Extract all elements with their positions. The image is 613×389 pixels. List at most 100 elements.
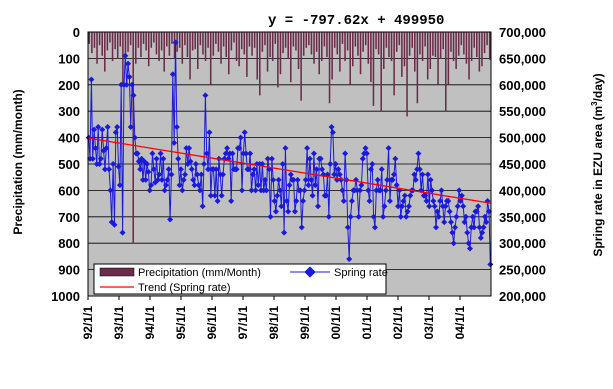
spring-rate-point <box>339 187 346 194</box>
precipitation-bar <box>240 32 243 50</box>
precipitation-bar <box>259 32 261 96</box>
precipitation-bar <box>333 32 336 48</box>
spring-rate-point <box>283 197 290 204</box>
right-axis-label-main: Spring rate in EZU area (m <box>591 106 605 257</box>
right-tick-label: 500,000 <box>499 131 546 146</box>
right-tick-label: 250,000 <box>499 263 546 278</box>
precipitation-bar <box>235 32 238 62</box>
precipitation-bar <box>101 32 103 56</box>
spring-rate-point <box>331 171 338 178</box>
precipitation-bar <box>468 32 470 80</box>
spring-rate-point <box>483 219 490 226</box>
spring-rate-point <box>161 187 168 194</box>
spring-rate-point <box>110 161 117 167</box>
precipitation-bar <box>163 32 165 72</box>
spring-rate-point <box>367 166 374 173</box>
spring-rate-point <box>172 39 179 46</box>
spring-rate-point <box>461 219 468 226</box>
spring-rate-point <box>305 182 312 189</box>
spring-rate-point <box>441 219 448 226</box>
plot-frame <box>87 31 492 297</box>
spring-rate-point <box>122 52 129 59</box>
spring-rate-point <box>107 187 114 194</box>
spring-rate-markers <box>85 39 494 268</box>
spring-rate-point <box>171 139 178 146</box>
left-axis-ticks: 0 100 200 300 400 500 600 700 800 900 1000 <box>51 25 80 304</box>
precipitation-bar <box>243 32 246 55</box>
spring-rate-point <box>359 155 366 162</box>
precipitation-bar <box>308 32 310 46</box>
spring-rate-point <box>115 163 122 170</box>
precipitation-bar <box>486 32 488 46</box>
spring-rate-point <box>335 166 342 173</box>
spring-rate-point <box>465 240 472 247</box>
precipitation-bar <box>488 32 491 60</box>
spring-rate-point <box>158 176 165 183</box>
spring-rate-point <box>199 203 206 210</box>
right-tick-label: 350,000 <box>499 210 546 225</box>
spring-rate-point <box>243 150 250 157</box>
precipitation-bar <box>129 32 132 46</box>
precipitation-bar <box>171 32 173 44</box>
spring-rate-point <box>450 240 457 247</box>
spring-rate-point <box>310 150 317 157</box>
x-tick-label: 00/1/1 <box>329 306 343 340</box>
precipitation-bar <box>248 32 251 47</box>
precipitation-bar <box>166 32 168 47</box>
spring-rate-point <box>156 171 163 178</box>
spring-rate-point <box>449 229 456 236</box>
spring-rate-point <box>130 92 137 99</box>
spring-rate-point <box>301 187 308 194</box>
precipitation-bar <box>463 32 465 55</box>
left-tick-label: 200 <box>58 78 80 93</box>
legend-spring-swatch-marker <box>304 266 316 278</box>
spring-rate-point <box>434 208 441 215</box>
precipitation-bar <box>98 32 101 46</box>
precipitation-bar <box>284 32 287 48</box>
precipitation-bar <box>414 32 416 72</box>
precipitation-bar <box>264 32 266 46</box>
spring-rate-point <box>458 192 465 199</box>
spring-rate-point <box>466 245 473 252</box>
spring-rate-point <box>416 166 423 173</box>
spring-rate-point <box>134 150 141 157</box>
precipitation-bar <box>331 32 333 80</box>
precipitation-bar <box>119 32 122 47</box>
precipitation-bar <box>315 32 318 52</box>
spring-rate-point <box>116 182 123 189</box>
x-tick-label: 99/1/1 <box>298 306 312 340</box>
spring-rate-point <box>222 150 229 157</box>
precipitation-bar <box>341 32 344 44</box>
spring-rate-point <box>487 261 494 268</box>
spring-rate-point <box>150 166 157 173</box>
spring-rate-point <box>427 176 434 183</box>
spring-rate-point <box>460 203 467 210</box>
precipitation-bar <box>106 32 109 51</box>
precipitation-bar <box>271 32 274 62</box>
spring-rate-point <box>149 150 156 157</box>
spring-rate-point <box>279 161 286 167</box>
precipitation-bar <box>220 32 222 64</box>
precipitation-bar <box>230 32 233 51</box>
x-tick-label: 93/1/1 <box>112 306 126 340</box>
left-tick-label: 500 <box>58 157 80 172</box>
spring-rate-point <box>462 213 469 220</box>
spring-rate-point <box>370 213 377 220</box>
spring-rate-point <box>169 71 176 78</box>
precipitation-bar <box>202 32 204 55</box>
spring-rate-point <box>445 197 452 204</box>
precipitation-bar <box>212 32 215 56</box>
precipitation-bar <box>395 32 398 52</box>
spring-rate-point <box>479 229 486 236</box>
precipitation-bar <box>352 32 354 67</box>
precipitation-bar <box>150 32 153 48</box>
x-tick-label: 03/1/1 <box>422 306 436 340</box>
precipitation-bar <box>145 32 147 51</box>
x-tick-label: 95/1/1 <box>174 306 188 340</box>
spring-rate-point <box>95 124 102 131</box>
spring-rate-point <box>251 166 258 173</box>
left-tick-label: 900 <box>58 263 80 278</box>
precipitation-bar <box>168 32 171 56</box>
spring-rate-point <box>214 197 221 204</box>
spring-rate-point <box>477 234 484 241</box>
